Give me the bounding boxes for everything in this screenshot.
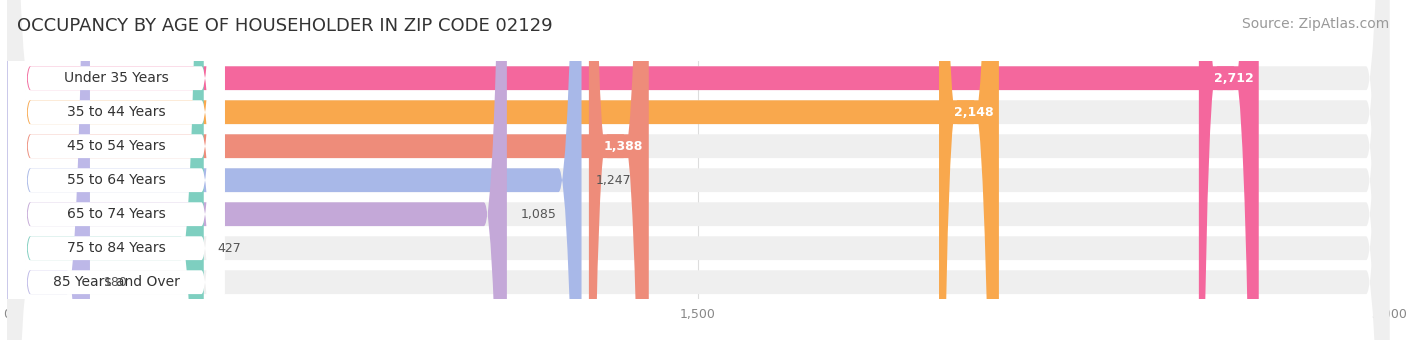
Text: 427: 427: [218, 242, 242, 255]
FancyBboxPatch shape: [7, 0, 997, 340]
Text: 180: 180: [104, 276, 128, 289]
FancyBboxPatch shape: [1199, 0, 1258, 340]
FancyBboxPatch shape: [7, 0, 1389, 340]
FancyBboxPatch shape: [7, 0, 1389, 340]
FancyBboxPatch shape: [7, 0, 204, 340]
FancyBboxPatch shape: [8, 0, 225, 340]
FancyBboxPatch shape: [7, 0, 1389, 340]
Text: Under 35 Years: Under 35 Years: [63, 71, 169, 85]
FancyBboxPatch shape: [7, 0, 508, 340]
FancyBboxPatch shape: [7, 0, 1389, 340]
Text: Source: ZipAtlas.com: Source: ZipAtlas.com: [1241, 17, 1389, 31]
FancyBboxPatch shape: [7, 0, 1389, 340]
FancyBboxPatch shape: [7, 0, 582, 340]
FancyBboxPatch shape: [7, 0, 1389, 340]
Text: 1,085: 1,085: [520, 208, 557, 221]
FancyBboxPatch shape: [939, 0, 998, 340]
Text: 2,712: 2,712: [1213, 72, 1253, 85]
FancyBboxPatch shape: [8, 0, 225, 340]
FancyBboxPatch shape: [7, 0, 90, 340]
Text: 1,388: 1,388: [603, 140, 643, 153]
Text: 2,148: 2,148: [953, 106, 994, 119]
FancyBboxPatch shape: [8, 0, 225, 340]
Text: OCCUPANCY BY AGE OF HOUSEHOLDER IN ZIP CODE 02129: OCCUPANCY BY AGE OF HOUSEHOLDER IN ZIP C…: [17, 17, 553, 35]
FancyBboxPatch shape: [8, 0, 225, 340]
Text: 55 to 64 Years: 55 to 64 Years: [67, 173, 166, 187]
Text: 1,247: 1,247: [595, 174, 631, 187]
Text: 65 to 74 Years: 65 to 74 Years: [67, 207, 166, 221]
FancyBboxPatch shape: [7, 0, 1389, 340]
Text: 35 to 44 Years: 35 to 44 Years: [67, 105, 166, 119]
Text: 75 to 84 Years: 75 to 84 Years: [67, 241, 166, 255]
FancyBboxPatch shape: [8, 0, 225, 340]
FancyBboxPatch shape: [8, 0, 225, 340]
Text: 45 to 54 Years: 45 to 54 Years: [67, 139, 166, 153]
FancyBboxPatch shape: [8, 0, 225, 340]
Text: 85 Years and Over: 85 Years and Over: [53, 275, 180, 289]
FancyBboxPatch shape: [7, 0, 1257, 340]
FancyBboxPatch shape: [589, 0, 648, 340]
FancyBboxPatch shape: [7, 0, 647, 340]
